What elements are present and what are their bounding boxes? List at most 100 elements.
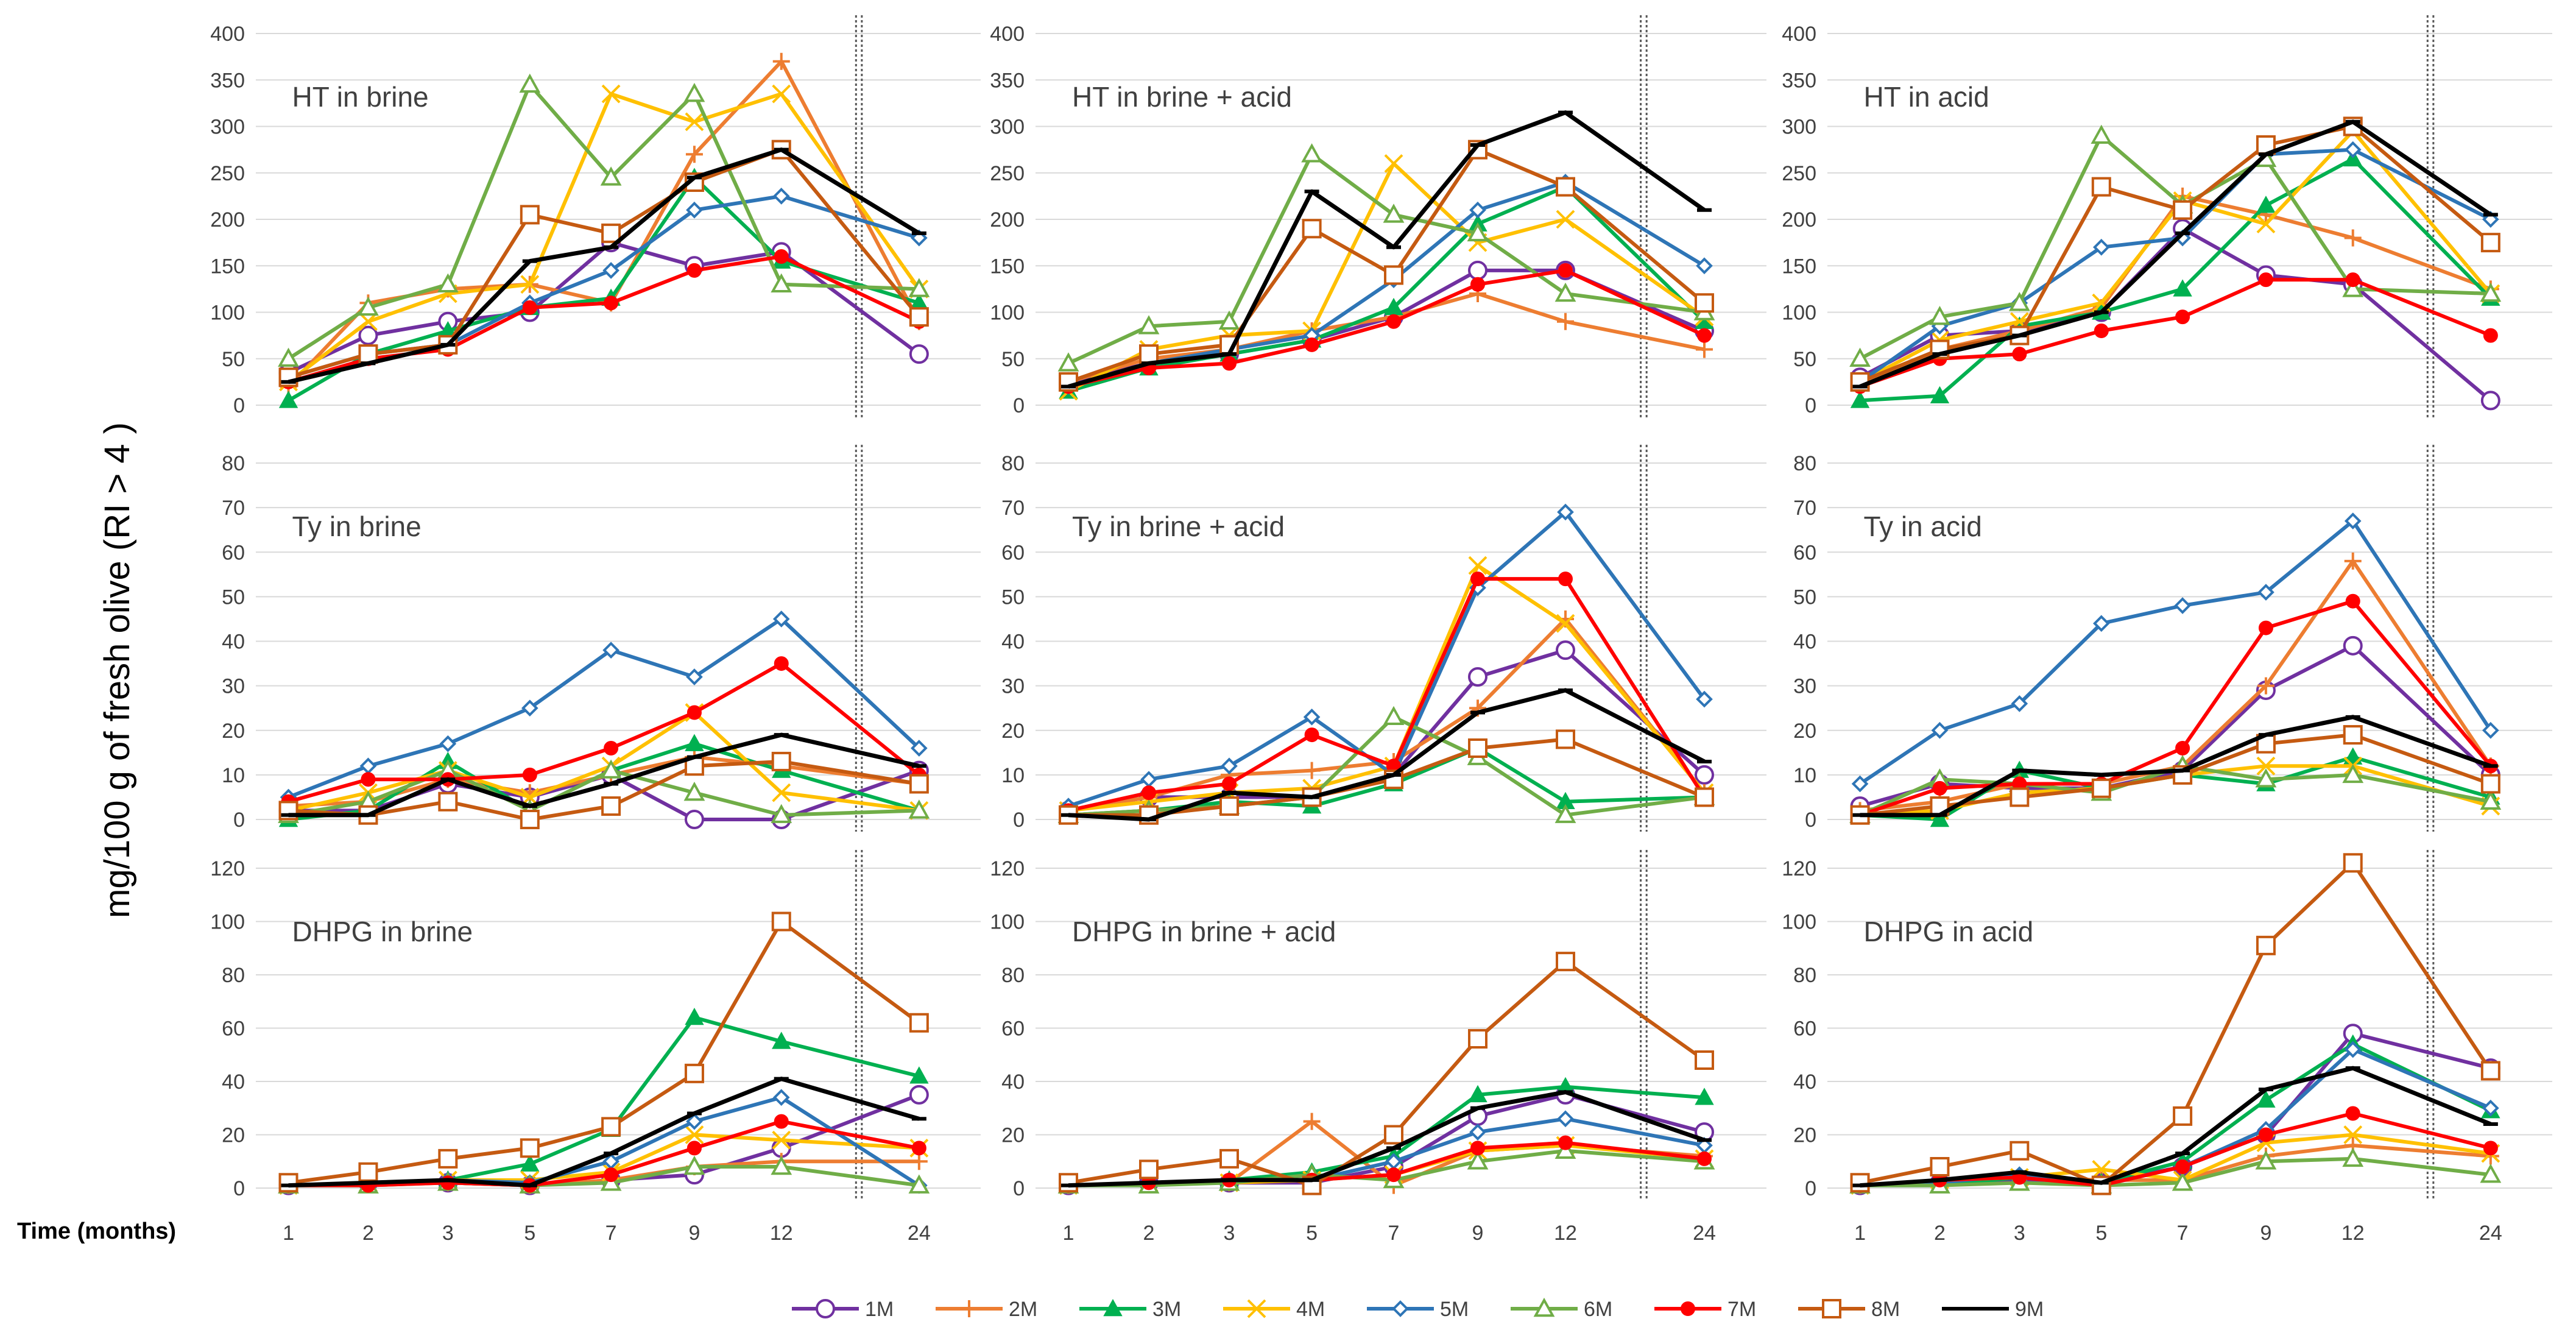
data-point — [2257, 584, 2274, 601]
y-tick-label: 60 — [222, 541, 245, 564]
data-point — [2256, 196, 2276, 213]
data-point — [909, 1084, 929, 1105]
data-point — [358, 325, 378, 345]
legend-label: 2M — [1009, 1298, 1037, 1321]
data-point — [2172, 1172, 2193, 1191]
data-point — [1849, 347, 1871, 367]
series-6M — [278, 73, 930, 367]
chart-panel: 0 50 100 150 200 250 300 350 400 HT in brine + ac… — [990, 15, 1766, 417]
data-point — [600, 166, 622, 186]
data-point — [2010, 1141, 2030, 1161]
legend-item-6M: 6M — [1511, 1297, 1612, 1321]
series-line — [288, 919, 920, 1185]
series-line — [1068, 564, 1706, 813]
data-point — [439, 735, 457, 752]
y-tick-label: 0 — [233, 1177, 245, 1200]
series-9M — [1061, 110, 1712, 389]
y-tick-label: 30 — [222, 675, 245, 698]
series-9M — [1852, 1066, 2498, 1188]
data-point — [2483, 1141, 2498, 1156]
data-point — [685, 1007, 704, 1025]
data-point — [2175, 310, 2190, 325]
data-point — [278, 347, 299, 367]
y-tick-label: 40 — [1793, 631, 1816, 654]
data-point — [1222, 356, 1237, 371]
data-point — [774, 1114, 789, 1129]
y-tick-label: 20 — [1793, 1124, 1816, 1147]
data-point — [1556, 177, 1575, 197]
series-line — [1068, 1090, 1706, 1188]
data-point — [520, 810, 540, 829]
data-point — [1696, 341, 1713, 358]
data-point — [361, 772, 376, 787]
data-point — [1850, 391, 1870, 408]
data-point — [1930, 1157, 1950, 1176]
series-line — [1859, 764, 2491, 817]
legend-label: 3M — [1152, 1298, 1181, 1321]
data-point — [686, 201, 703, 219]
y-tick-label: 50 — [1793, 586, 1816, 609]
y-tick-label: 150 — [990, 255, 1025, 278]
data-point — [1303, 1113, 1321, 1130]
data-point — [602, 642, 619, 659]
data-point — [2173, 200, 2193, 220]
y-tick-label: 50 — [222, 348, 245, 371]
y-tick-label: 20 — [1001, 1124, 1025, 1147]
series-8M — [1850, 116, 2500, 392]
data-point — [601, 223, 621, 243]
y-tick-label: 50 — [1001, 586, 1025, 609]
panel-title: Ty in brine — [292, 511, 422, 542]
data-point — [1468, 260, 1487, 280]
y-tick-label: 400 — [990, 23, 1025, 46]
series-9M — [281, 1077, 926, 1188]
x-tick-label: 5 — [2095, 1222, 2107, 1245]
x-tick-label: 24 — [2479, 1222, 2502, 1245]
data-point — [1554, 804, 1576, 823]
data-point — [771, 1155, 792, 1175]
y-tick-label: 400 — [210, 23, 245, 46]
y-tick-label: 70 — [222, 497, 245, 520]
y-tick-label: 40 — [1793, 1070, 1816, 1094]
data-point — [2256, 756, 2276, 776]
y-tick-label: 0 — [1805, 808, 1816, 832]
y-tick-label: 20 — [222, 720, 245, 743]
y-tick-label: 100 — [210, 911, 245, 934]
legend-marker — [816, 1299, 835, 1318]
series-9M — [1852, 119, 2498, 389]
x-tick-label: 5 — [1306, 1222, 1318, 1245]
data-point — [909, 1013, 929, 1033]
y-tick-label: 100 — [990, 911, 1025, 934]
data-point — [1222, 776, 1237, 791]
data-point — [1386, 314, 1401, 329]
data-point — [1139, 344, 1159, 364]
data-point — [1850, 1173, 1870, 1193]
y-tick-label: 50 — [222, 586, 245, 609]
data-point — [1386, 1167, 1401, 1183]
y-tick-label: 0 — [1013, 394, 1025, 417]
data-point — [684, 810, 704, 829]
data-point — [2173, 279, 2192, 297]
y-tick-label: 40 — [1001, 631, 1025, 654]
data-point — [2480, 790, 2502, 810]
data-point — [774, 656, 789, 671]
series-line — [288, 759, 920, 821]
series-line — [1860, 733, 2491, 817]
data-point — [1557, 313, 1574, 330]
data-point — [772, 188, 790, 205]
series-line — [287, 82, 920, 361]
series-6M — [1849, 124, 2502, 367]
data-point — [278, 391, 298, 408]
data-point — [359, 757, 377, 775]
data-point — [2256, 1090, 2276, 1108]
data-point — [2173, 1106, 2193, 1126]
series-5M — [1851, 512, 2499, 793]
data-point — [771, 751, 791, 771]
x-tick-label: 12 — [2341, 1222, 2365, 1245]
data-point — [1696, 257, 1713, 275]
data-point — [772, 783, 791, 802]
y-tick-label: 0 — [1013, 1177, 1025, 1200]
data-point — [2255, 768, 2277, 788]
series-line — [1860, 157, 2493, 403]
